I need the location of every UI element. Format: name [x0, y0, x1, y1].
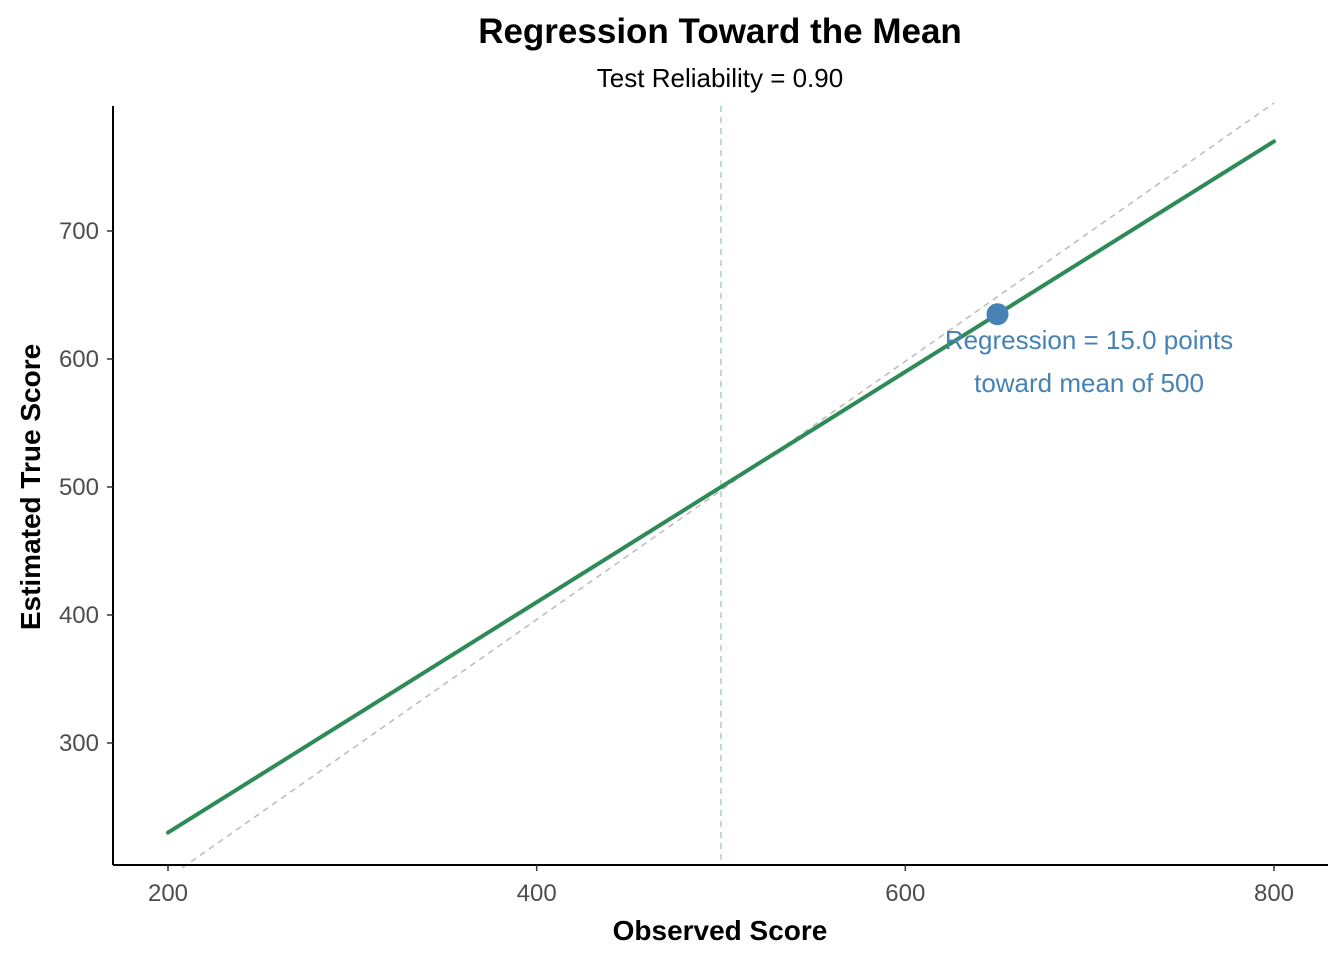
plot-area [166, 102, 1276, 869]
annotation-group: Regression = 15.0 points toward mean of 5… [945, 325, 1233, 398]
regression-line-0 [166, 139, 1276, 835]
y-tick-label: 500 [59, 474, 99, 501]
y-tick-label: 300 [59, 730, 99, 757]
x-tick-label: 200 [148, 880, 188, 907]
x-tick-label: 800 [1254, 880, 1294, 907]
y-axis-ticks: 300 400 500 600 700 [59, 218, 113, 757]
highlight-point [986, 303, 1009, 326]
x-axis-title: Observed Score [613, 915, 828, 946]
chart-title: Regression Toward the Mean [478, 12, 962, 51]
x-tick-label: 400 [517, 880, 557, 907]
y-axis-title: Estimated True Score [15, 344, 46, 630]
chart-subtitle: Test Reliability = 0.90 [597, 63, 843, 93]
y-tick-label: 400 [59, 602, 99, 629]
identity-line [181, 102, 1275, 869]
y-tick-label: 600 [59, 346, 99, 373]
x-axis-ticks: 200 400 600 800 [148, 865, 1294, 907]
annotation-line-1: Regression = 15.0 points [945, 325, 1233, 355]
y-tick-label: 700 [59, 218, 99, 245]
x-tick-label: 600 [885, 880, 925, 907]
annotation-line-2: toward mean of 500 [974, 368, 1204, 398]
